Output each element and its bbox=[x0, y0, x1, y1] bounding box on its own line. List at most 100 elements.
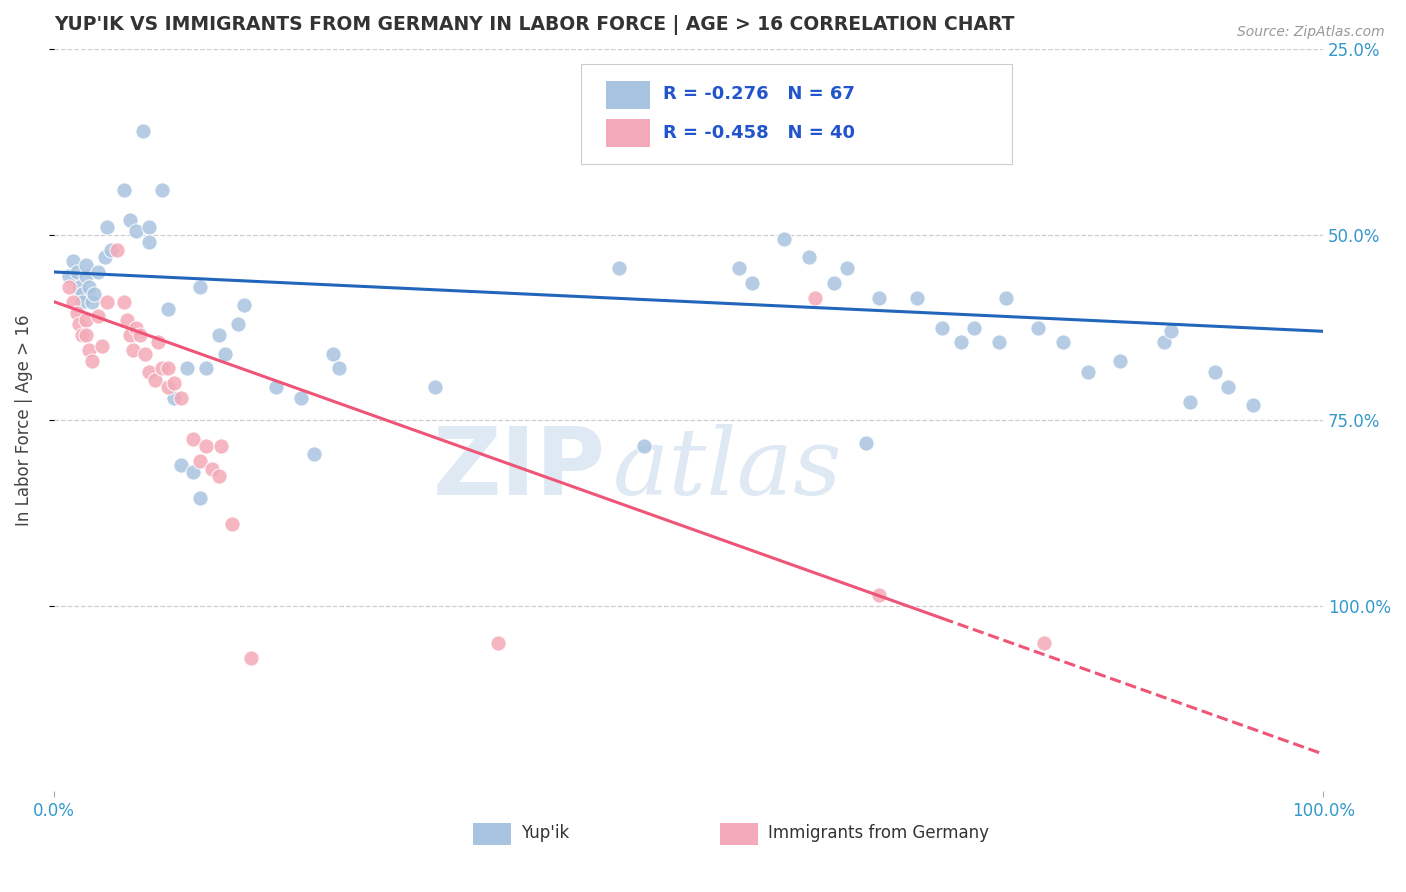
Point bbox=[145, 372, 167, 386]
Point bbox=[855, 435, 877, 450]
Point bbox=[837, 261, 859, 276]
Point bbox=[138, 235, 160, 250]
Point bbox=[112, 183, 135, 197]
Point bbox=[1216, 380, 1239, 394]
Text: R = -0.276   N = 67: R = -0.276 N = 67 bbox=[664, 85, 855, 103]
Point bbox=[226, 317, 249, 331]
Point bbox=[83, 287, 105, 301]
Point bbox=[75, 328, 97, 343]
Point bbox=[125, 224, 148, 238]
Point bbox=[195, 361, 218, 376]
Point bbox=[62, 253, 84, 268]
Text: YUP'IK VS IMMIGRANTS FROM GERMANY IN LABOR FORCE | AGE > 16 CORRELATION CHART: YUP'IK VS IMMIGRANTS FROM GERMANY IN LAB… bbox=[53, 15, 1014, 35]
Point bbox=[823, 276, 845, 290]
Point bbox=[607, 261, 630, 276]
Point bbox=[905, 291, 928, 305]
Point bbox=[188, 280, 211, 294]
Point bbox=[157, 380, 180, 394]
Point bbox=[1153, 335, 1175, 350]
Point bbox=[100, 243, 122, 257]
Point bbox=[1160, 324, 1182, 338]
Point bbox=[75, 258, 97, 272]
Point bbox=[67, 317, 90, 331]
Point bbox=[91, 339, 114, 353]
Point bbox=[214, 346, 236, 360]
Point bbox=[208, 469, 231, 483]
Point bbox=[70, 287, 93, 301]
Text: atlas: atlas bbox=[613, 424, 842, 514]
Point bbox=[741, 276, 763, 290]
Point bbox=[633, 439, 655, 453]
Point bbox=[150, 183, 173, 197]
FancyBboxPatch shape bbox=[606, 120, 651, 147]
Point bbox=[1204, 365, 1226, 379]
Point bbox=[138, 365, 160, 379]
Point bbox=[183, 432, 205, 446]
Point bbox=[118, 328, 141, 343]
Point bbox=[66, 265, 89, 279]
Point bbox=[302, 447, 325, 461]
Point bbox=[58, 280, 80, 294]
Point bbox=[1109, 354, 1132, 368]
Point bbox=[486, 636, 509, 650]
Point bbox=[264, 380, 287, 394]
Text: R = -0.458   N = 40: R = -0.458 N = 40 bbox=[664, 124, 855, 142]
Point bbox=[602, 139, 624, 153]
Text: ZIP: ZIP bbox=[433, 423, 606, 515]
Point bbox=[209, 439, 232, 453]
Point bbox=[176, 361, 198, 376]
FancyBboxPatch shape bbox=[606, 80, 651, 109]
FancyBboxPatch shape bbox=[472, 823, 510, 846]
Point bbox=[79, 343, 101, 357]
Point bbox=[80, 294, 103, 309]
Point bbox=[931, 320, 953, 334]
Point bbox=[233, 298, 256, 312]
FancyBboxPatch shape bbox=[720, 823, 758, 846]
Point bbox=[70, 328, 93, 343]
Point bbox=[804, 291, 827, 305]
Point bbox=[117, 313, 139, 327]
Point bbox=[70, 294, 93, 309]
Point bbox=[157, 361, 180, 376]
Point bbox=[208, 328, 231, 343]
Point bbox=[988, 335, 1011, 350]
Point bbox=[183, 465, 205, 479]
Point bbox=[96, 294, 118, 309]
Text: Yup'ik: Yup'ik bbox=[522, 824, 569, 842]
Point bbox=[950, 335, 973, 350]
Point bbox=[868, 291, 890, 305]
FancyBboxPatch shape bbox=[581, 64, 1012, 164]
Point bbox=[423, 380, 446, 394]
Point bbox=[1026, 320, 1049, 334]
Point bbox=[994, 291, 1017, 305]
Point bbox=[96, 220, 118, 235]
Point bbox=[146, 335, 169, 350]
Point bbox=[80, 354, 103, 368]
Point bbox=[131, 124, 153, 138]
Point bbox=[728, 261, 751, 276]
Point bbox=[93, 250, 115, 264]
Point bbox=[868, 588, 890, 602]
Point bbox=[772, 231, 794, 245]
Point bbox=[134, 346, 156, 360]
Point bbox=[121, 343, 143, 357]
Point bbox=[170, 458, 193, 472]
Point bbox=[75, 313, 97, 327]
Point bbox=[797, 250, 820, 264]
Point bbox=[118, 213, 141, 227]
Point bbox=[163, 376, 186, 391]
Point bbox=[188, 491, 211, 506]
Point bbox=[170, 391, 193, 405]
Point bbox=[157, 301, 180, 316]
Point bbox=[221, 517, 243, 532]
Point bbox=[195, 439, 218, 453]
Point bbox=[87, 265, 110, 279]
Point bbox=[138, 220, 160, 235]
Point bbox=[239, 650, 262, 665]
Point bbox=[129, 328, 152, 343]
Y-axis label: In Labor Force | Age > 16: In Labor Force | Age > 16 bbox=[15, 315, 32, 526]
Point bbox=[328, 361, 350, 376]
Text: Immigrants from Germany: Immigrants from Germany bbox=[769, 824, 990, 842]
Text: Source: ZipAtlas.com: Source: ZipAtlas.com bbox=[1237, 25, 1385, 39]
Point bbox=[79, 280, 101, 294]
